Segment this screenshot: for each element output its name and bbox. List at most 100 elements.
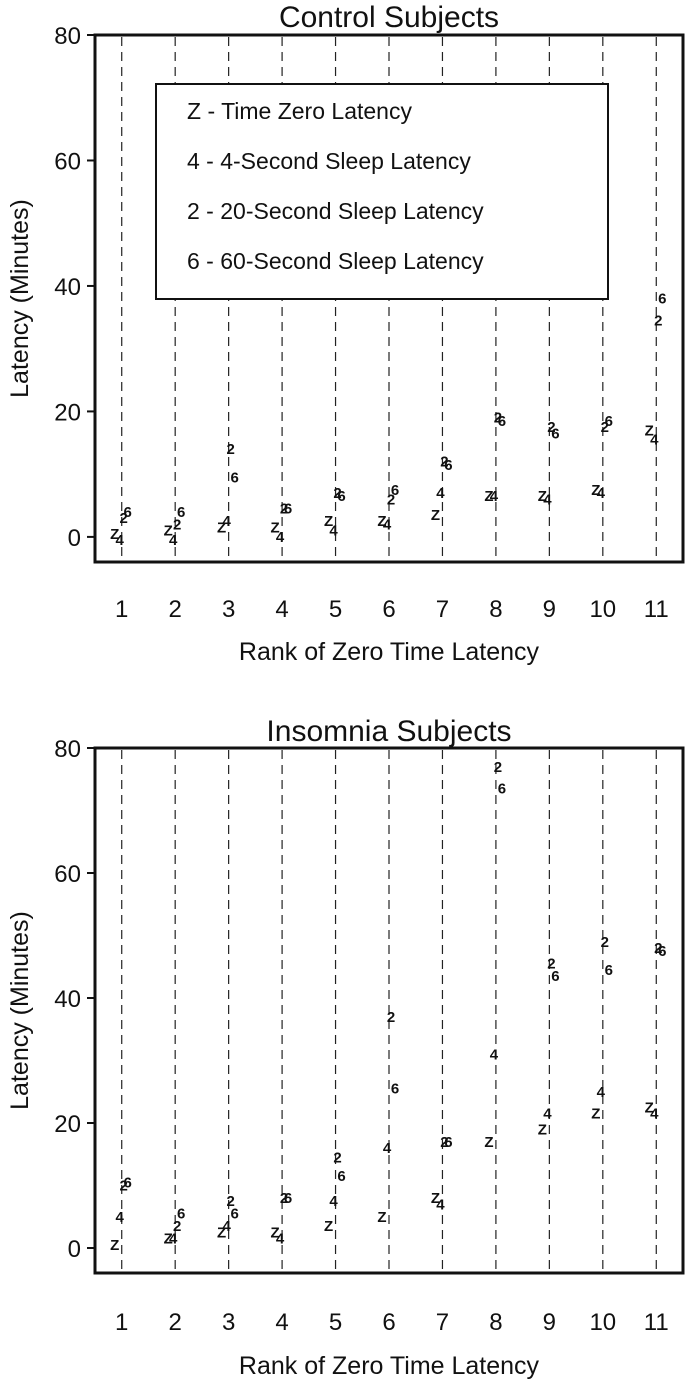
data-point-4: 4 [383, 516, 392, 533]
x-tick-label: 7 [436, 596, 449, 623]
data-point-6: 6 [177, 504, 185, 521]
x-axis-label: Rank of Zero Time Latency [239, 638, 540, 666]
x-tick-label: 8 [489, 596, 502, 623]
x-tick-label: 6 [382, 596, 395, 623]
x-tick-label: 8 [489, 1309, 502, 1336]
data-point-4: 4 [276, 1231, 285, 1248]
data-point-6: 6 [658, 291, 666, 308]
chart-title: Insomnia Subjects [266, 715, 511, 748]
data-point-2: 2 [601, 934, 609, 951]
x-tick-label: 11 [644, 1309, 669, 1336]
x-axis-label: Rank of Zero Time Latency [239, 1352, 540, 1379]
data-point-4: 4 [597, 1084, 606, 1101]
data-point-6: 6 [230, 469, 238, 486]
data-point-4: 4 [222, 1218, 231, 1235]
data-point-4: 4 [329, 1193, 338, 1210]
data-point-2: 2 [226, 441, 234, 458]
x-tick-label: 2 [169, 1309, 182, 1336]
x-tick-label: 11 [644, 596, 669, 623]
data-point-6: 6 [284, 501, 292, 518]
data-point-Z: Z [591, 1106, 600, 1123]
data-point-2: 2 [601, 419, 609, 436]
x-tick-label: 3 [222, 1309, 235, 1336]
chart-title: Control Subjects [279, 1, 499, 34]
data-point-Z: Z [591, 482, 600, 499]
data-point-2: 2 [547, 956, 555, 973]
data-point-6: 6 [230, 1206, 238, 1223]
x-tick-label: 9 [543, 596, 556, 623]
data-point-4: 4 [383, 1140, 392, 1157]
legend-entry: 4 - 4-Second Sleep Latency [187, 148, 471, 174]
data-point-4: 4 [650, 432, 659, 449]
data-point-2: 2 [387, 1009, 395, 1026]
data-point-4: 4 [436, 1196, 445, 1213]
y-tick-label: 0 [68, 1236, 81, 1263]
data-point-6: 6 [498, 781, 506, 798]
data-point-Z: Z [110, 1237, 119, 1254]
chart-panel-1: Control Subjects 0 20 40 60 80 1 2 3 4 5 6 7 8 9 10 11 Ra… [6, 1, 685, 666]
data-point-Z: Z [377, 513, 386, 530]
data-point-2: 2 [494, 759, 502, 776]
x-tick-label: 6 [382, 1309, 395, 1336]
data-point-6: 6 [284, 1190, 292, 1207]
legend-entry: 2 - 20-Second Sleep Latency [187, 198, 484, 224]
data-point-Z: Z [377, 1209, 386, 1226]
data-point-Z: Z [645, 422, 654, 439]
data-point-6: 6 [605, 962, 613, 979]
data-point-4: 4 [276, 529, 285, 546]
data-point-4: 4 [650, 1106, 659, 1123]
y-tick-label: 40 [54, 986, 81, 1013]
data-point-6: 6 [391, 482, 399, 499]
data-point-2: 2 [280, 1190, 288, 1207]
data-point-6: 6 [551, 425, 559, 442]
data-point-4: 4 [169, 1231, 178, 1248]
y-tick-label: 80 [54, 736, 81, 763]
data-point-Z: Z [484, 1134, 493, 1151]
x-tick-label: 4 [275, 596, 288, 623]
data-point-2: 2 [173, 516, 181, 533]
legend-entry: 6 - 60-Second Sleep Latency [187, 248, 484, 274]
x-tick-label: 5 [329, 596, 342, 623]
y-tick-label: 20 [54, 1111, 81, 1138]
data-point-6: 6 [444, 457, 452, 474]
data-point-4: 4 [597, 485, 606, 502]
data-point-Z: Z [217, 1224, 226, 1241]
data-point-4: 4 [543, 1106, 552, 1123]
data-point-Z: Z [164, 1231, 173, 1248]
data-point-Z: Z [217, 519, 226, 536]
data-point-2: 2 [226, 1193, 234, 1210]
y-tick-label: 60 [54, 148, 81, 175]
data-point-2: 2 [494, 410, 502, 427]
y-axis-label: Latency (Minutes) [6, 199, 34, 398]
data-point-2: 2 [120, 1178, 128, 1195]
data-point-2: 2 [387, 491, 395, 508]
y-tick-label: 40 [54, 274, 81, 301]
x-tick-label: 2 [169, 596, 182, 623]
data-point-4: 4 [169, 532, 178, 549]
data-point-6: 6 [498, 413, 506, 430]
data-point-6: 6 [177, 1206, 185, 1223]
data-point-4: 4 [116, 1209, 125, 1226]
data-point-6: 6 [658, 943, 666, 960]
data-point-Z: Z [110, 526, 119, 543]
data-point-6: 6 [391, 1081, 399, 1098]
x-tick-label: 9 [543, 1309, 556, 1336]
data-point-2: 2 [333, 485, 341, 502]
data-point-Z: Z [431, 507, 440, 524]
data-point-2: 2 [440, 454, 448, 471]
data-point-4: 4 [490, 1046, 499, 1063]
plot-frame [93, 746, 685, 1275]
data-point-Z: Z [538, 1121, 547, 1138]
data-point-Z: Z [324, 1218, 333, 1235]
legend-box [155, 83, 609, 300]
data-point-2: 2 [333, 1149, 341, 1166]
x-tick-label: 1 [115, 596, 128, 623]
x-tick-label: 5 [329, 1309, 342, 1336]
data-point-4: 4 [222, 513, 231, 530]
legend-entry: Z - Time Zero Latency [187, 98, 412, 124]
data-point-4: 4 [436, 485, 445, 502]
data-point-2: 2 [440, 1134, 448, 1151]
data-point-4: 4 [329, 523, 338, 540]
plot-frame [93, 33, 685, 564]
